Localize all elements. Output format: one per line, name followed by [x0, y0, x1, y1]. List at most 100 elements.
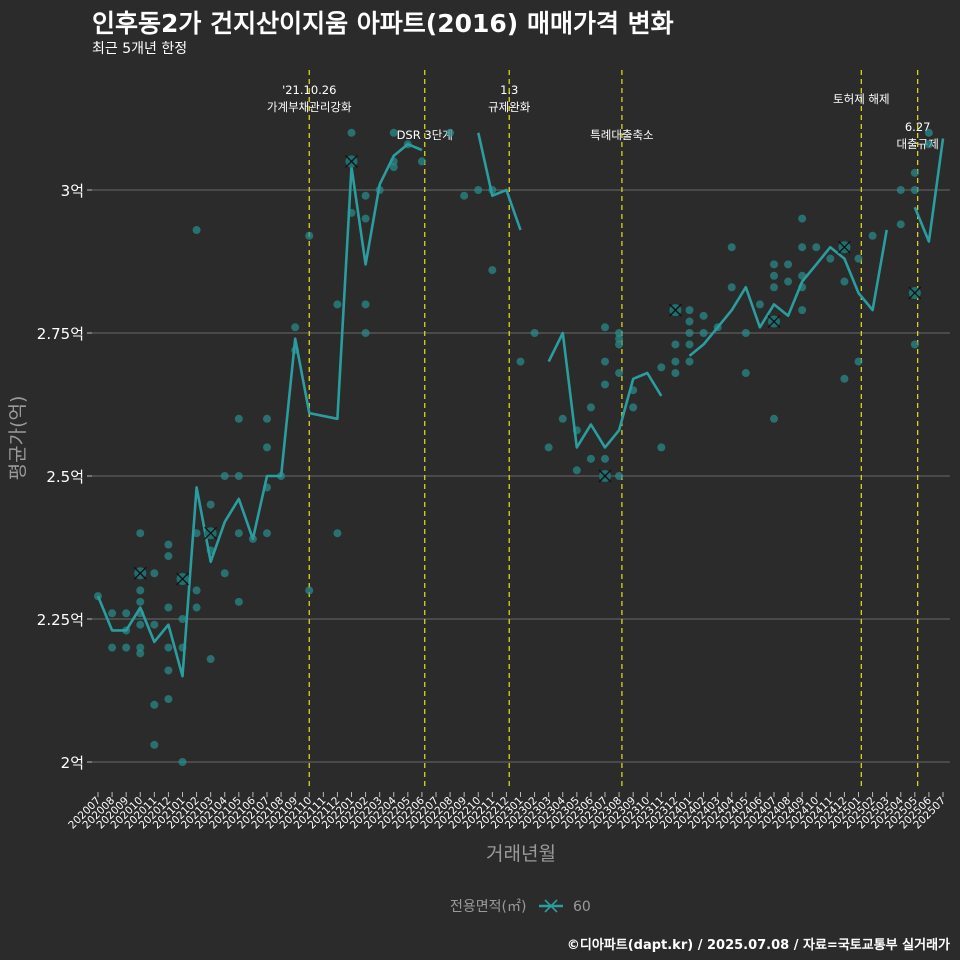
- transaction-point: [924, 128, 933, 137]
- transaction-point: [685, 306, 694, 315]
- transaction-point: [854, 357, 863, 366]
- transaction-point: [192, 586, 201, 595]
- transaction-point: [108, 609, 117, 618]
- transaction-point: [741, 329, 750, 337]
- source-caption: ©디아파트(dapt.kr) / 2025.07.08 / 자료=국토교통부 실…: [566, 938, 950, 953]
- transaction-point: [558, 414, 567, 423]
- legend-title: 전용면적(㎡): [450, 899, 526, 915]
- transaction-point: [389, 128, 398, 137]
- transaction-point: [657, 443, 666, 452]
- transaction-point: [699, 329, 708, 337]
- transaction-point: [164, 603, 173, 612]
- transaction-point: [150, 620, 159, 629]
- transaction-point: [150, 700, 159, 709]
- series-line-segment: [688, 229, 888, 357]
- transaction-point: [601, 380, 609, 389]
- transaction-point: [164, 552, 173, 561]
- transaction-point: [572, 466, 581, 475]
- transaction-point: [361, 329, 370, 337]
- transaction-point: [361, 214, 370, 223]
- event-label: 6.27: [905, 120, 931, 134]
- transaction-point: [755, 300, 764, 309]
- transaction-point: [333, 529, 342, 538]
- transaction-point: [474, 186, 483, 194]
- transaction-point: [136, 529, 145, 538]
- transaction-point: [615, 369, 624, 378]
- transaction-point: [854, 254, 863, 263]
- transaction-point: [164, 695, 173, 704]
- transaction-point: [671, 369, 680, 378]
- legend: 전용면적(㎡) 60: [450, 899, 591, 915]
- transaction-point: [784, 277, 793, 286]
- transaction-point: [150, 569, 159, 578]
- transaction-point: [671, 340, 680, 349]
- transaction-point: [164, 643, 173, 652]
- transaction-point: [601, 323, 609, 332]
- transaction-points: [94, 128, 933, 766]
- transaction-point: [417, 157, 426, 166]
- transaction-point: [840, 374, 849, 383]
- transaction-point: [206, 655, 215, 664]
- transaction-point: [615, 334, 624, 343]
- transaction-point: [263, 529, 271, 538]
- transaction-point: [924, 140, 933, 149]
- transaction-point: [685, 357, 694, 366]
- transaction-point: [896, 186, 905, 194]
- transaction-point: [178, 615, 187, 623]
- transaction-point: [910, 186, 919, 194]
- y-tick-label: 2억: [61, 754, 84, 772]
- transaction-point: [798, 306, 807, 315]
- series-line-segment: [96, 142, 423, 678]
- transaction-point: [361, 300, 370, 309]
- event-label: DSR 3단계: [397, 128, 453, 142]
- transaction-point: [586, 454, 595, 463]
- chart-subtitle: 최근 5개년 한정: [92, 41, 188, 57]
- event-label: 특례대출축소: [590, 128, 653, 142]
- transaction-point: [586, 403, 595, 412]
- transaction-point: [530, 329, 539, 337]
- cross-icon: [204, 526, 218, 540]
- transaction-point: [164, 540, 173, 549]
- cross-icon: [345, 154, 358, 168]
- series-line-segment: [913, 138, 945, 243]
- cross-icon: [176, 572, 189, 586]
- cross-icon: [668, 303, 682, 317]
- transaction-point: [220, 569, 229, 578]
- transaction-point: [488, 266, 497, 275]
- event-label: 가계부채관리강화: [267, 100, 352, 114]
- event-label: 1.3: [500, 83, 518, 97]
- transaction-point: [136, 586, 145, 595]
- legend-label: 60: [573, 899, 591, 915]
- chart-title: 인후동2가 건지산이지움 아파트(2016) 매매가격 변화: [92, 9, 674, 38]
- transaction-point: [446, 128, 455, 137]
- transaction-point: [136, 643, 145, 652]
- transaction-point: [164, 666, 173, 675]
- transaction-point: [770, 260, 778, 269]
- transaction-point: [671, 357, 680, 366]
- series-line-segment: [547, 331, 663, 449]
- cross-icon: [133, 566, 147, 580]
- transaction-point: [361, 191, 370, 200]
- transaction-point: [234, 529, 243, 538]
- transaction-point: [460, 191, 469, 200]
- transaction-point: [741, 369, 750, 378]
- transaction-point: [896, 220, 905, 229]
- transaction-point: [136, 597, 145, 606]
- event-label: 토허제 해제: [833, 92, 890, 106]
- transaction-point: [770, 283, 778, 292]
- transaction-point: [234, 414, 243, 423]
- transaction-point: [615, 329, 624, 337]
- legend-key-marker-icon: [544, 899, 558, 913]
- transaction-point: [263, 414, 271, 423]
- cross-icon: [908, 286, 922, 300]
- x-axis: 2020072020082020092020102020112020122021…: [66, 792, 948, 831]
- transaction-point: [136, 649, 145, 658]
- grid-lines: [92, 189, 950, 763]
- transaction-point: [685, 329, 694, 337]
- transaction-point: [812, 243, 821, 252]
- cross-icon: [598, 469, 612, 483]
- transaction-point: [108, 643, 117, 652]
- transaction-point: [333, 300, 342, 309]
- transaction-point: [727, 243, 736, 252]
- transaction-point: [122, 643, 131, 652]
